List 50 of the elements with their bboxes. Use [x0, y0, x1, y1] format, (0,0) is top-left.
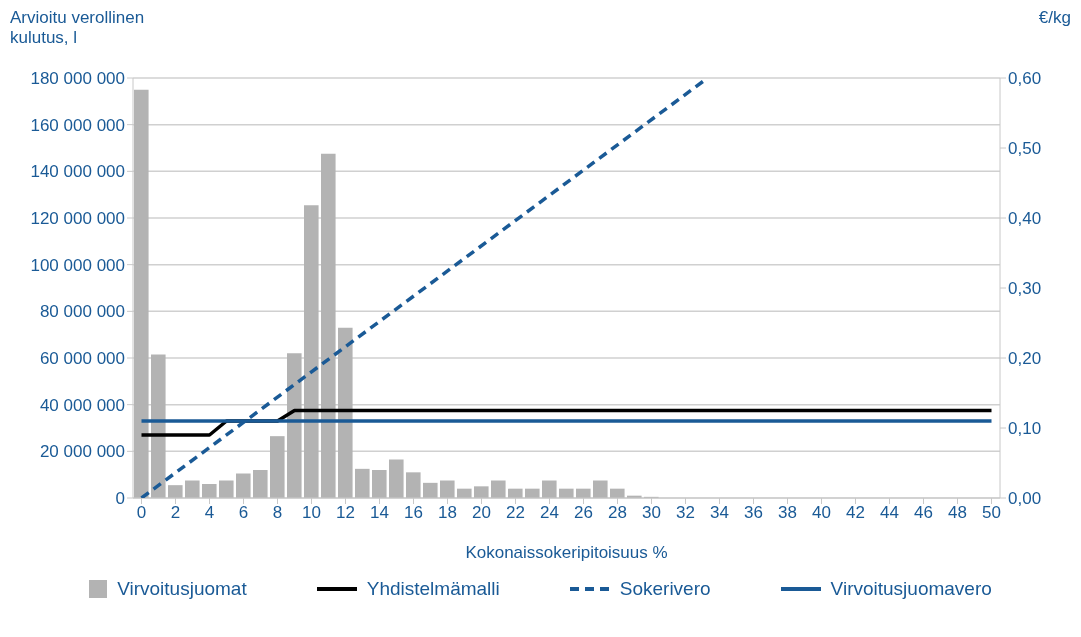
y-tick-label: 160 000 000 [30, 115, 125, 135]
x-tick-label: 50 [982, 503, 1001, 523]
x-tick-label: 12 [336, 503, 355, 523]
legend-label: Virvoitusjuomat [117, 578, 247, 600]
y-tick-label: 40 000 000 [39, 395, 125, 415]
x-tick-label: 42 [846, 503, 865, 523]
y2-tick-label: 0,10 [1008, 419, 1042, 439]
x-tick-label: 10 [302, 503, 321, 523]
x-tick-label: 34 [710, 503, 729, 523]
y-tick-label: 140 000 000 [30, 162, 125, 182]
y2-tick-label: 0,30 [1008, 279, 1042, 299]
y-tick-label: 60 000 000 [39, 349, 125, 369]
y-tick-label: 180 000 000 [30, 69, 125, 89]
x-tick-label: 26 [574, 503, 593, 523]
x-tick-label: 24 [540, 503, 559, 523]
x-tick-label: 22 [506, 503, 525, 523]
y2-axis-title: €/kg [1038, 8, 1071, 28]
legend-label: Sokerivero [619, 578, 711, 600]
x-tick-label: 4 [204, 503, 215, 523]
x-tick-label: 18 [438, 503, 457, 523]
x-tick-label: 36 [744, 503, 763, 523]
x-tick-label: 32 [676, 503, 695, 523]
y-tick-label: 100 000 000 [30, 255, 125, 275]
x-tick-label: 16 [404, 503, 423, 523]
x-tick-label: 38 [778, 503, 797, 523]
y-tick-label: 120 000 000 [30, 209, 125, 229]
y2-tick-label: 0,40 [1008, 209, 1042, 229]
x-tick-label: 8 [272, 503, 283, 523]
x-tick-label: 40 [812, 503, 831, 523]
x-tick-label: 48 [948, 503, 967, 523]
x-tick-label: 46 [914, 503, 933, 523]
legend-label: Virvoitusjuomavero [830, 578, 992, 600]
y-axis-title: Arvioitu verollinen kulutus, l [10, 8, 146, 48]
legend-label: Yhdistelmämalli [366, 578, 500, 600]
x-tick-label: 44 [880, 503, 899, 523]
y2-tick-label: 0,50 [1008, 139, 1042, 159]
y-tick-label: 20 000 000 [39, 442, 125, 462]
x-tick-label: 0 [136, 503, 147, 523]
x-tick-label: 6 [238, 503, 249, 523]
y2-tick-label: 0,20 [1008, 349, 1042, 369]
y-tick-label: 80 000 000 [39, 302, 125, 322]
y2-tick-label: 0,00 [1008, 489, 1042, 509]
x-tick-label: 2 [170, 503, 181, 523]
x-axis-title: Kokonaissokeripitoisuus % [465, 543, 668, 562]
y2-tick-label: 0,60 [1008, 69, 1042, 89]
x-tick-label: 30 [642, 503, 661, 523]
x-tick-label: 14 [370, 503, 389, 523]
y-tick-label: 0 [115, 489, 125, 509]
x-tick-label: 28 [608, 503, 627, 523]
x-tick-label: 20 [472, 503, 491, 523]
